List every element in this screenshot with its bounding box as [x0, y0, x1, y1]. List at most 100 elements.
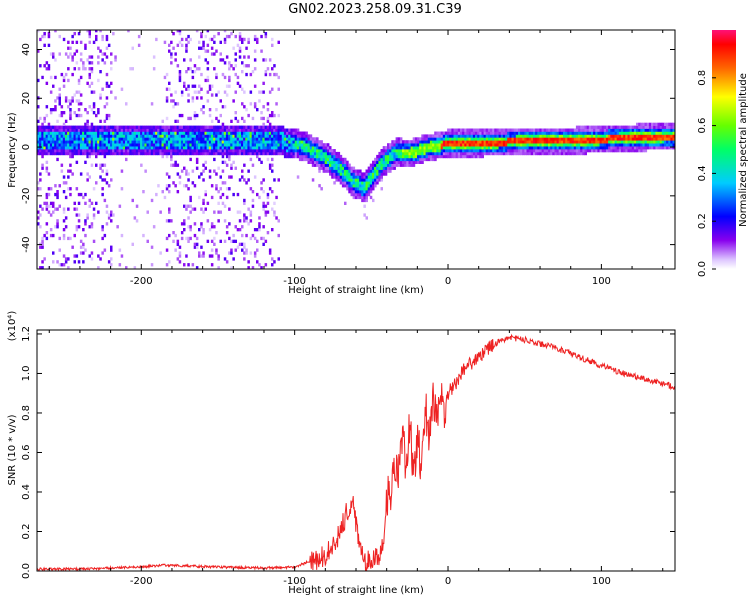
heatmap-cell [490, 140, 493, 144]
heatmap-cell [509, 149, 512, 153]
heatmap-cell [427, 143, 431, 147]
heatmap-cell [545, 128, 549, 132]
heatmap-cell [569, 137, 572, 141]
heatmap-cell [382, 172, 386, 176]
heatmap-cell [116, 125, 119, 129]
heatmap-cell [163, 137, 167, 141]
heatmap-cell [232, 160, 235, 164]
heatmap-cell [204, 151, 207, 156]
heatmap-cell [77, 67, 81, 71]
heatmap-cell [483, 137, 487, 141]
heatmap-cell [558, 143, 562, 147]
heatmap-cell [253, 149, 257, 153]
heatmap-cell [376, 160, 379, 164]
heatmap-cell [37, 222, 40, 226]
heatmap-cell [43, 116, 46, 121]
heatmap-cell [256, 260, 259, 264]
heatmap-cell [326, 157, 330, 162]
heatmap-cell [618, 149, 622, 153]
heatmap-cell [103, 119, 107, 123]
heatmap-cell [640, 122, 643, 126]
heatmap-cell [560, 146, 564, 150]
heatmap-cell [264, 213, 268, 217]
heatmap-cell [513, 146, 517, 150]
heatmap-cell [664, 140, 667, 144]
heatmap-cell [64, 72, 68, 77]
heatmap-cell [62, 84, 66, 88]
heatmap-cell [389, 157, 392, 162]
heatmap-cell [554, 128, 557, 132]
heatmap-cell [359, 175, 362, 179]
heatmap-cell [210, 131, 214, 135]
heatmap-cell [64, 137, 68, 141]
heatmap-cell [372, 160, 375, 164]
heatmap-cell [610, 140, 613, 144]
heatmap-cell [395, 149, 399, 153]
y-tick-label: 40 [21, 43, 32, 56]
heatmap-cell [146, 210, 149, 214]
heatmap-cell [408, 157, 411, 162]
heatmap-cell [457, 137, 461, 141]
heatmap-cell [644, 131, 648, 135]
heatmap-cell [69, 149, 72, 153]
heatmap-cell [223, 143, 227, 147]
heatmap-cell [644, 125, 648, 129]
heatmap-cell [208, 175, 212, 179]
heatmap-cell [103, 131, 107, 135]
heatmap-cell [39, 143, 42, 147]
heatmap-cell [449, 140, 452, 144]
heatmap-cell [563, 143, 566, 147]
heatmap-cell [374, 169, 377, 173]
heatmap-cell [625, 146, 628, 150]
heatmap-cell [316, 140, 319, 144]
heatmap-cell [399, 163, 403, 167]
heatmap-cell [247, 207, 250, 211]
heatmap-cell [56, 131, 59, 135]
heatmap-cell [487, 149, 491, 153]
heatmap-cell [479, 151, 482, 156]
heatmap-cell [127, 125, 130, 129]
heatmap-cell [241, 40, 244, 44]
heatmap-cell [623, 125, 626, 129]
heatmap-cell [225, 163, 229, 167]
heatmap-cell [247, 131, 250, 135]
heatmap-cell [498, 137, 502, 141]
heatmap-cell [513, 137, 517, 141]
heatmap-cell [187, 143, 190, 147]
heatmap-cell [56, 137, 59, 141]
heatmap-cell [219, 58, 222, 62]
heatmap-cell [262, 131, 265, 135]
heatmap-cell [271, 151, 274, 156]
heatmap-cell [191, 134, 195, 138]
heatmap-cell [434, 137, 437, 141]
heatmap-cell [479, 149, 482, 153]
heatmap-cell [193, 207, 197, 211]
heatmap-cell [305, 137, 308, 141]
heatmap-cell [43, 257, 46, 261]
heatmap-cell [41, 154, 44, 159]
heatmap-cell [618, 146, 622, 150]
heatmap-cell [616, 137, 620, 141]
heatmap-cell [309, 143, 313, 147]
heatmap-cell [307, 160, 310, 164]
heatmap-cell [243, 219, 246, 223]
heatmap-cell [614, 149, 618, 153]
heatmap-cell [277, 257, 280, 261]
heatmap-cell [54, 105, 57, 109]
heatmap-cell [213, 151, 216, 156]
heatmap-cell [165, 99, 169, 103]
heatmap-cell [238, 143, 242, 147]
heatmap-cell [195, 236, 199, 241]
heatmap-cell [485, 140, 489, 144]
heatmap-cell [440, 154, 444, 159]
heatmap-cell [92, 90, 96, 94]
heatmap-cell [155, 143, 158, 147]
heatmap-cell [266, 149, 270, 153]
heatmap-cell [82, 140, 85, 144]
heatmap-cell [77, 81, 81, 85]
heatmap-cell [638, 131, 641, 135]
heatmap-cell [614, 146, 618, 150]
heatmap-cell [378, 178, 381, 182]
heatmap-cell [326, 143, 330, 147]
heatmap-cell [90, 251, 94, 255]
